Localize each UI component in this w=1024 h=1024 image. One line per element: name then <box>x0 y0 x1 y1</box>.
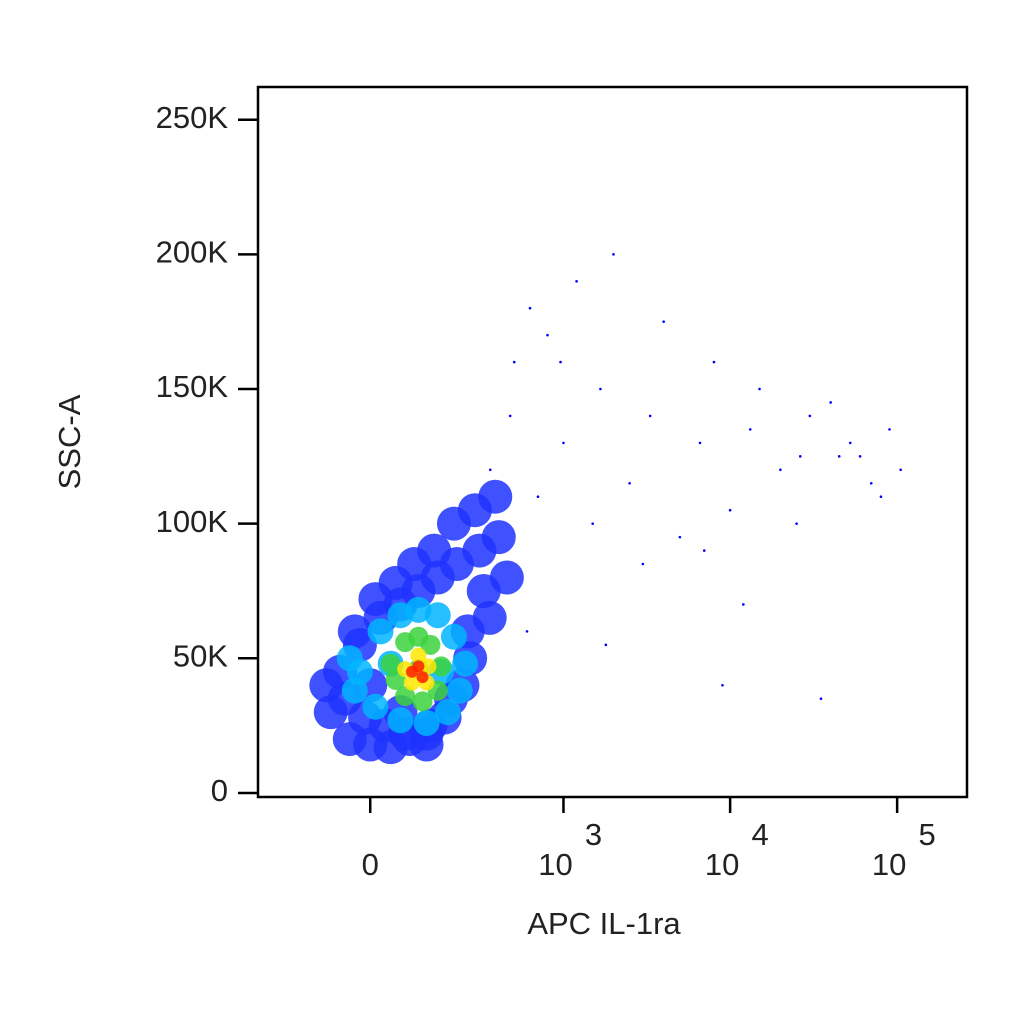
data-point <box>575 279 578 283</box>
data-point <box>412 691 433 712</box>
data-point <box>562 441 565 445</box>
data-point <box>417 533 452 568</box>
data-point <box>728 508 732 512</box>
data-point <box>395 686 416 707</box>
data-point <box>591 522 594 525</box>
data-point <box>420 634 441 655</box>
data-point <box>899 468 902 472</box>
data-point <box>748 428 752 431</box>
data-point <box>612 253 615 256</box>
x-axis-label: APC IL-1ra <box>527 906 681 941</box>
data-point <box>413 709 440 736</box>
plot-frame <box>256 85 969 799</box>
data-point <box>546 333 549 337</box>
data-point <box>795 522 798 525</box>
data-point <box>336 645 363 672</box>
x-tick-label: 0 <box>362 847 379 882</box>
y-axis-label: SSC-A <box>52 394 87 489</box>
x-tick-exponent: 5 <box>919 817 936 852</box>
data-point <box>742 603 745 606</box>
data-point <box>446 677 473 704</box>
data-point <box>712 360 716 364</box>
data-point <box>702 549 706 552</box>
data-point <box>525 630 529 633</box>
data-point <box>837 455 841 458</box>
data-point <box>466 573 501 608</box>
data-point <box>434 699 461 726</box>
data-point <box>416 671 429 684</box>
data-point <box>604 643 608 647</box>
data-point <box>779 468 782 472</box>
data-point <box>341 677 368 704</box>
data-point <box>431 656 452 677</box>
data-point <box>512 360 516 364</box>
data-point <box>599 387 602 391</box>
data-point <box>848 441 852 445</box>
plot-points <box>309 253 902 765</box>
x-tick-label: 10 <box>872 847 906 882</box>
data-point <box>508 414 512 418</box>
data-point <box>678 535 682 539</box>
y-tick-label: 150K <box>156 369 229 404</box>
data-point <box>662 320 665 323</box>
data-point <box>528 306 532 310</box>
data-point <box>478 479 513 514</box>
data-point <box>628 481 631 485</box>
data-point <box>648 414 652 418</box>
y-tick-label: 50K <box>173 638 228 673</box>
data-point <box>641 562 645 566</box>
data-point <box>362 693 389 720</box>
data-point <box>424 602 451 629</box>
x-tick-exponent: 3 <box>585 817 602 852</box>
data-point <box>481 520 516 555</box>
data-point <box>858 455 862 458</box>
data-point <box>536 495 540 499</box>
data-point <box>367 618 394 645</box>
data-point <box>819 697 823 701</box>
data-point <box>888 428 891 431</box>
data-point <box>452 650 479 677</box>
y-tick-label: 250K <box>156 100 229 135</box>
data-point <box>698 441 702 445</box>
x-tick-label: 10 <box>705 847 739 882</box>
y-tick-label: 200K <box>156 235 229 270</box>
data-point <box>808 414 812 418</box>
y-tick-label: 0 <box>211 773 228 808</box>
data-point <box>869 481 873 485</box>
data-point <box>829 401 832 404</box>
data-point <box>337 614 372 649</box>
data-point <box>440 623 467 650</box>
data-point <box>798 455 802 458</box>
data-point <box>559 360 562 364</box>
data-point <box>409 727 444 762</box>
data-point <box>410 647 427 664</box>
data-point <box>721 683 724 687</box>
x-tick-label: 10 <box>538 847 572 882</box>
data-point <box>488 468 492 472</box>
data-point <box>879 495 883 499</box>
data-point <box>380 653 401 674</box>
data-point <box>758 387 761 391</box>
data-point <box>387 707 414 734</box>
y-tick-label: 100K <box>156 504 229 539</box>
data-point <box>412 660 425 673</box>
x-tick-exponent: 4 <box>752 817 769 852</box>
